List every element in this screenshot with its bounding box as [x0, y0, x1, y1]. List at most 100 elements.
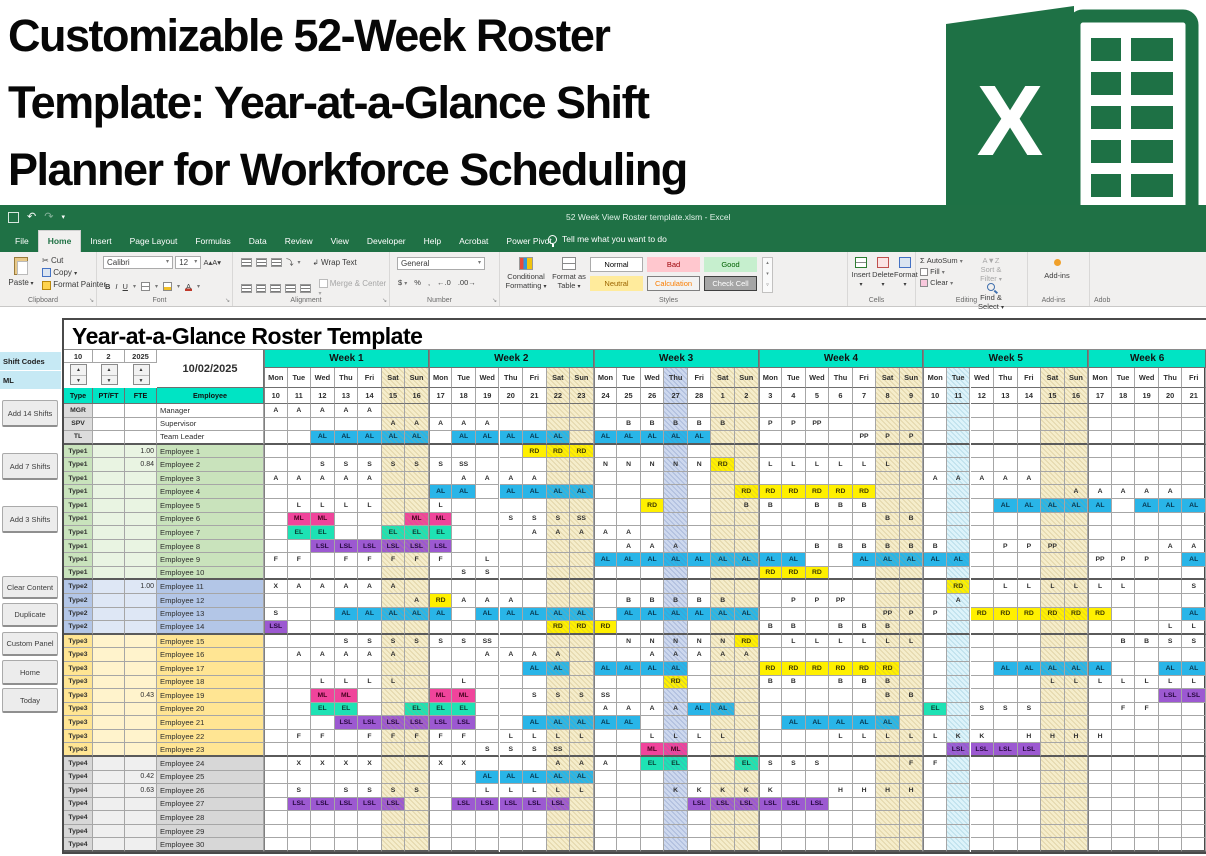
- shift-cell-empty[interactable]: [264, 499, 288, 513]
- shift-cell-empty[interactable]: [829, 756, 853, 771]
- shift-cell-empty[interactable]: [946, 499, 971, 513]
- shift-cell-x[interactable]: X: [264, 580, 288, 595]
- shift-cell-empty[interactable]: [899, 404, 924, 418]
- align-center-icon[interactable]: [255, 283, 267, 293]
- shift-cell-al[interactable]: AL: [664, 661, 688, 676]
- shift-cell-empty[interactable]: [640, 471, 665, 486]
- ptft-cell[interactable]: [93, 499, 125, 513]
- shift-cell-empty[interactable]: [1064, 702, 1089, 717]
- shift-cell-empty[interactable]: [1111, 716, 1136, 730]
- fte-cell[interactable]: [125, 675, 157, 690]
- shift-cell-empty[interactable]: [1135, 471, 1159, 486]
- ribbon-tab-view[interactable]: View: [330, 236, 349, 246]
- shift-cell-empty[interactable]: [852, 417, 877, 432]
- shift-cell-empty[interactable]: [617, 444, 641, 459]
- shift-cell-empty[interactable]: [1017, 594, 1042, 608]
- shift-cell-a[interactable]: A: [1135, 485, 1159, 500]
- shift-cell-el[interactable]: EL: [311, 702, 335, 717]
- shift-cell-f[interactable]: F: [428, 553, 453, 567]
- clipboard-dialog-launcher[interactable]: ↘: [88, 298, 94, 304]
- shift-cell-al[interactable]: AL: [546, 485, 571, 500]
- shift-cell-empty[interactable]: [1041, 838, 1065, 852]
- shift-cell-empty[interactable]: [805, 471, 830, 486]
- shift-cell-empty[interactable]: [711, 689, 735, 703]
- shift-cell-empty[interactable]: [287, 607, 312, 622]
- shift-cell-empty[interactable]: [735, 689, 759, 703]
- shift-cell-empty[interactable]: [358, 743, 382, 757]
- shift-cell-empty[interactable]: [334, 417, 359, 432]
- shift-cell-empty[interactable]: [805, 553, 830, 567]
- shift-cell-empty[interactable]: [287, 444, 312, 459]
- shift-cell-empty[interactable]: [1017, 458, 1042, 472]
- shift-cell-empty[interactable]: [994, 784, 1018, 798]
- shift-cell-x[interactable]: X: [452, 756, 476, 771]
- shift-cell-empty[interactable]: [805, 431, 830, 445]
- shift-cell-empty[interactable]: [452, 526, 476, 540]
- ribbon-tab-developer[interactable]: Developer: [366, 236, 406, 246]
- shift-cell-empty[interactable]: [287, 458, 312, 472]
- shift-cell-f[interactable]: F: [1111, 702, 1136, 717]
- shift-cell-empty[interactable]: [1111, 417, 1136, 432]
- shift-cell-empty[interactable]: [1064, 648, 1089, 662]
- decrease-indent-icon[interactable]: [285, 283, 296, 293]
- shift-cell-empty[interactable]: [687, 743, 712, 757]
- shift-cell-empty[interactable]: [876, 824, 900, 839]
- shift-cell-empty[interactable]: [946, 797, 971, 812]
- shift-cell-empty[interactable]: [1088, 743, 1112, 757]
- shift-cell-empty[interactable]: [499, 634, 524, 649]
- shift-cell-empty[interactable]: [829, 404, 853, 418]
- shift-cell-s[interactable]: S: [452, 566, 476, 581]
- shift-cell-empty[interactable]: [287, 539, 312, 554]
- shift-cell-empty[interactable]: [852, 689, 877, 703]
- shift-cell-k[interactable]: K: [758, 784, 783, 798]
- shift-cell-empty[interactable]: [899, 675, 924, 690]
- shift-cell-empty[interactable]: [899, 417, 924, 432]
- shift-cell-empty[interactable]: [381, 566, 406, 581]
- shift-cell-l[interactable]: L: [923, 729, 947, 744]
- shift-cell-al[interactable]: AL: [687, 702, 712, 717]
- type-cell[interactable]: Type3: [64, 743, 93, 757]
- shift-cell-s[interactable]: S: [546, 512, 571, 527]
- employee-name-cell[interactable]: Employee 24: [157, 756, 264, 771]
- shift-cell-empty[interactable]: [1135, 404, 1159, 418]
- shift-cell-empty[interactable]: [428, 431, 453, 445]
- shift-cell-empty[interactable]: [405, 770, 429, 785]
- shift-cell-empty[interactable]: [475, 580, 500, 595]
- shift-cell-lsl[interactable]: LSL: [994, 743, 1018, 757]
- employee-name-cell[interactable]: Employee 3: [157, 471, 264, 486]
- shift-cell-empty[interactable]: [381, 756, 406, 771]
- shift-cell-empty[interactable]: [287, 417, 312, 432]
- shift-cell-empty[interactable]: [1088, 444, 1112, 459]
- shift-cell-empty[interactable]: [523, 838, 547, 852]
- shift-cell-empty[interactable]: [640, 716, 665, 730]
- shift-cell-al[interactable]: AL: [570, 607, 594, 622]
- type-cell[interactable]: Type4: [64, 784, 93, 798]
- shift-cell-a[interactable]: A: [475, 648, 500, 662]
- shift-cell-empty[interactable]: [687, 716, 712, 730]
- shift-cell-empty[interactable]: [876, 580, 900, 595]
- shift-cell-empty[interactable]: [570, 743, 594, 757]
- shift-cell-empty[interactable]: [264, 458, 288, 472]
- shift-cell-empty[interactable]: [640, 797, 665, 812]
- shift-cell-ml[interactable]: ML: [311, 512, 335, 527]
- shift-cell-rd[interactable]: RD: [570, 444, 594, 459]
- shift-cell-s[interactable]: S: [405, 634, 429, 649]
- shift-cell-empty[interactable]: [687, 404, 712, 418]
- shift-cell-empty[interactable]: [499, 404, 524, 418]
- shift-cell-lsl[interactable]: LSL: [1182, 689, 1206, 703]
- shift-cell-empty[interactable]: [1041, 621, 1065, 635]
- shift-cell-p[interactable]: P: [782, 417, 806, 432]
- shift-cell-empty[interactable]: [334, 824, 359, 839]
- shift-cell-empty[interactable]: [546, 824, 571, 839]
- shift-cell-al[interactable]: AL: [640, 553, 665, 567]
- shift-cell-empty[interactable]: [287, 770, 312, 785]
- shift-cell-empty[interactable]: [475, 756, 500, 771]
- shift-cell-a[interactable]: A: [640, 648, 665, 662]
- shift-cell-empty[interactable]: [1041, 648, 1065, 662]
- shift-cell-empty[interactable]: [735, 770, 759, 785]
- shift-cell-s[interactable]: S: [334, 784, 359, 798]
- shift-cell-al[interactable]: AL: [735, 553, 759, 567]
- shift-cell-empty[interactable]: [711, 499, 735, 513]
- shift-cell-l[interactable]: L: [711, 729, 735, 744]
- shift-cell-a[interactable]: A: [546, 648, 571, 662]
